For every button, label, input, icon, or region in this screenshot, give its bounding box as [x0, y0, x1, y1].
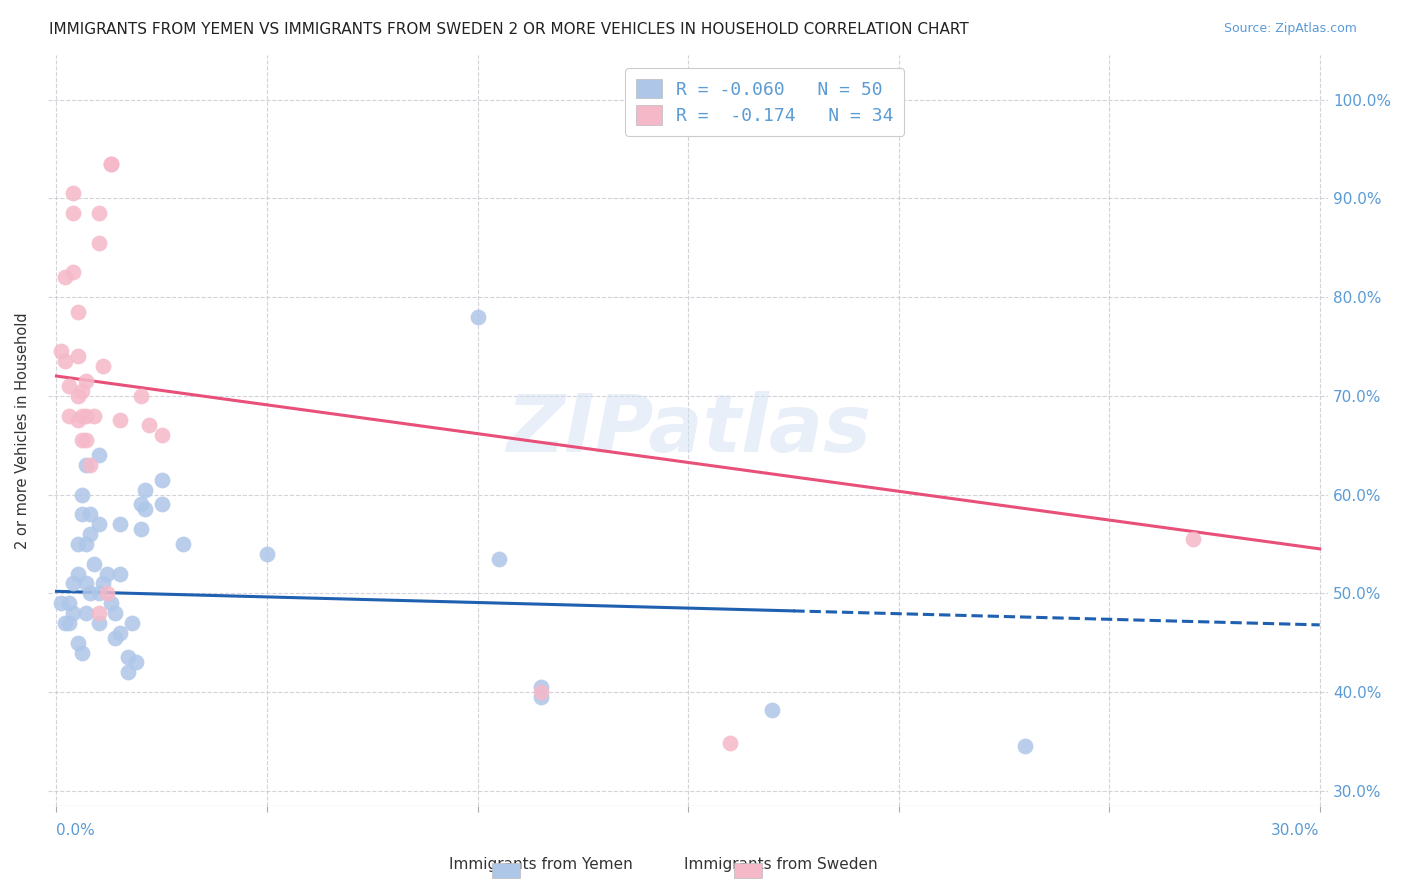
Point	[58, 596, 80, 610]
Point	[75, 606, 97, 620]
Point	[150, 497, 173, 511]
Point	[75, 576, 97, 591]
Point	[150, 473, 173, 487]
Point	[87, 206, 110, 220]
Point	[87, 606, 110, 620]
Y-axis label: 2 or more Vehicles in Household: 2 or more Vehicles in Household	[15, 312, 30, 549]
Text: Immigrants from Yemen: Immigrants from Yemen	[450, 857, 633, 872]
Text: 0.0%: 0.0%	[56, 823, 96, 838]
Point	[70, 487, 93, 501]
Point	[129, 497, 152, 511]
Point	[125, 656, 148, 670]
Point	[467, 310, 489, 324]
Point	[62, 206, 84, 220]
Point	[58, 615, 80, 630]
Text: 30.0%: 30.0%	[1271, 823, 1320, 838]
Text: Source: ZipAtlas.com: Source: ZipAtlas.com	[1223, 22, 1357, 36]
Point	[70, 508, 93, 522]
Point	[75, 458, 97, 472]
Point	[718, 736, 741, 750]
Point	[83, 409, 105, 423]
Point	[49, 344, 72, 359]
Point	[79, 458, 101, 472]
Point	[58, 409, 80, 423]
Point	[117, 650, 139, 665]
Point	[100, 157, 122, 171]
Point	[108, 517, 131, 532]
Point	[75, 374, 97, 388]
Point	[58, 379, 80, 393]
Point	[91, 576, 114, 591]
Point	[70, 409, 93, 423]
Point	[256, 547, 278, 561]
Point	[488, 551, 510, 566]
Point	[117, 665, 139, 680]
Point	[62, 265, 84, 279]
Point	[138, 418, 160, 433]
Point	[70, 434, 93, 448]
Point	[129, 522, 152, 536]
Point	[87, 235, 110, 250]
Point	[530, 690, 553, 704]
Point	[62, 576, 84, 591]
Text: Immigrants from Sweden: Immigrants from Sweden	[683, 857, 877, 872]
Point	[91, 359, 114, 374]
Point	[108, 413, 131, 427]
Point	[129, 389, 152, 403]
Point	[66, 537, 89, 551]
Point	[134, 483, 156, 497]
Text: IMMIGRANTS FROM YEMEN VS IMMIGRANTS FROM SWEDEN 2 OR MORE VEHICLES IN HOUSEHOLD : IMMIGRANTS FROM YEMEN VS IMMIGRANTS FROM…	[49, 22, 969, 37]
Point	[104, 606, 127, 620]
Point	[96, 586, 118, 600]
Text: ZIPatlas: ZIPatlas	[506, 392, 870, 469]
Point	[66, 349, 89, 363]
Point	[70, 384, 93, 398]
Point	[530, 680, 553, 694]
Point	[100, 157, 122, 171]
Point	[49, 596, 72, 610]
Point	[62, 186, 84, 201]
Point	[66, 305, 89, 319]
Point	[1014, 739, 1036, 754]
Point	[53, 354, 76, 368]
Point	[87, 586, 110, 600]
Point	[104, 631, 127, 645]
Point	[66, 389, 89, 403]
Point	[70, 646, 93, 660]
Point	[66, 413, 89, 427]
Point	[1182, 532, 1205, 546]
Point	[79, 586, 101, 600]
Point	[75, 537, 97, 551]
Legend: R = -0.060   N = 50, R =  -0.174   N = 34: R = -0.060 N = 50, R = -0.174 N = 34	[626, 68, 904, 136]
Point	[121, 615, 143, 630]
Point	[108, 625, 131, 640]
Point	[79, 527, 101, 541]
Point	[53, 615, 76, 630]
Point	[53, 270, 76, 285]
Point	[761, 703, 783, 717]
Point	[83, 557, 105, 571]
Point	[134, 502, 156, 516]
Point	[79, 508, 101, 522]
Point	[87, 448, 110, 462]
Point	[530, 685, 553, 699]
Point	[75, 409, 97, 423]
Point	[87, 615, 110, 630]
Point	[62, 606, 84, 620]
Point	[75, 434, 97, 448]
Point	[100, 596, 122, 610]
Point	[66, 635, 89, 649]
Point	[108, 566, 131, 581]
Point	[172, 537, 194, 551]
Point	[96, 566, 118, 581]
Point	[150, 428, 173, 442]
Point	[66, 566, 89, 581]
Point	[87, 517, 110, 532]
